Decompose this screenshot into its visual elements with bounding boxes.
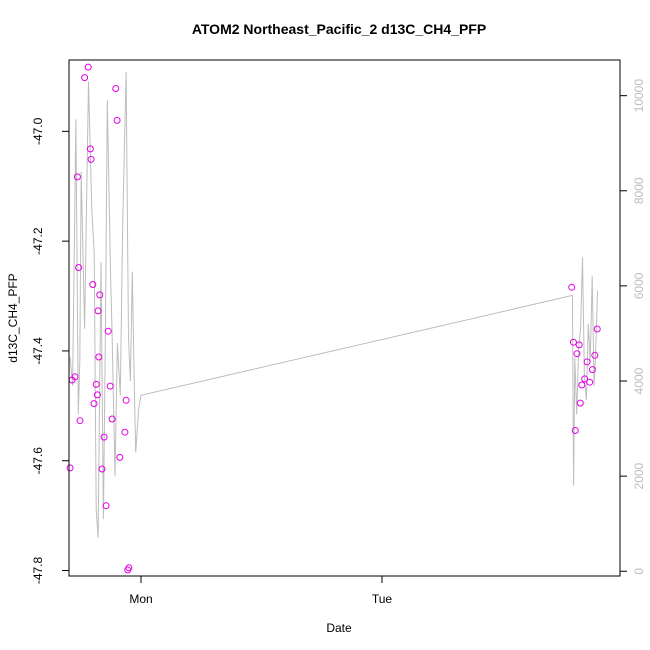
x-axis: Mon Tue xyxy=(129,575,393,606)
data-point xyxy=(102,502,110,510)
data-point xyxy=(94,307,102,315)
data-point xyxy=(573,350,581,358)
y-tick-label: -47.0 xyxy=(31,117,45,145)
data-point xyxy=(89,281,97,288)
plot-area xyxy=(68,59,621,577)
data-point xyxy=(93,391,101,399)
data-point xyxy=(571,427,579,434)
y2-tick-label: 6000 xyxy=(632,272,646,299)
data-point xyxy=(96,291,104,299)
y2-tick-label: 4000 xyxy=(632,367,646,394)
x-tick-label: Tue xyxy=(372,592,393,606)
y2-tick-label: 10000 xyxy=(632,79,646,113)
series-points-group xyxy=(66,63,601,574)
data-point xyxy=(71,373,79,381)
data-point xyxy=(588,366,596,374)
data-point xyxy=(100,433,108,441)
data-point xyxy=(104,327,112,335)
series-line-group xyxy=(69,71,598,539)
y2-axis: 0 2000 4000 6000 8000 10000 xyxy=(619,79,646,575)
data-point xyxy=(66,464,74,472)
y-tick-label: -47.6 xyxy=(31,447,45,475)
data-point xyxy=(121,428,129,436)
y-tick-label: -47.2 xyxy=(31,227,45,255)
data-point xyxy=(122,396,130,404)
data-point xyxy=(116,453,124,461)
data-point xyxy=(575,341,583,349)
data-point xyxy=(84,63,92,71)
y-tick-label: -47.4 xyxy=(31,337,45,365)
y2-tick-label: 8000 xyxy=(632,177,646,204)
data-point xyxy=(92,380,100,388)
data-point xyxy=(568,283,576,291)
x-tick-label: Mon xyxy=(129,592,152,606)
data-point xyxy=(95,353,103,361)
data-point xyxy=(76,417,84,425)
chart-title: ATOM2 Northeast_Pacific_2 d13C_CH4_PFP xyxy=(192,21,486,37)
y-axis: -47.8 -47.6 -47.4 -47.2 -47.0 xyxy=(31,117,70,585)
data-point xyxy=(98,465,106,473)
data-point xyxy=(593,325,601,333)
data-point xyxy=(591,351,599,359)
data-point xyxy=(86,145,94,153)
data-point xyxy=(583,358,591,366)
data-point xyxy=(112,85,120,92)
data-point xyxy=(73,173,81,181)
data-point xyxy=(569,338,577,346)
y-axis-label: d13C_CH4_PFP xyxy=(6,273,20,362)
data-point xyxy=(578,381,586,389)
series-line xyxy=(69,71,598,539)
data-point xyxy=(125,564,133,572)
data-point xyxy=(87,155,95,163)
data-point xyxy=(106,382,114,390)
x-axis-label: Date xyxy=(326,621,352,635)
data-point xyxy=(81,74,89,82)
y-tick-label: -47.8 xyxy=(31,557,45,585)
data-point xyxy=(576,399,584,407)
data-point xyxy=(75,264,83,271)
data-point xyxy=(108,415,116,423)
data-point xyxy=(113,116,121,124)
data-point xyxy=(581,375,589,383)
y2-tick-label: 0 xyxy=(632,568,646,575)
data-point xyxy=(586,378,594,386)
y2-tick-label: 2000 xyxy=(632,462,646,489)
data-point xyxy=(90,400,98,408)
